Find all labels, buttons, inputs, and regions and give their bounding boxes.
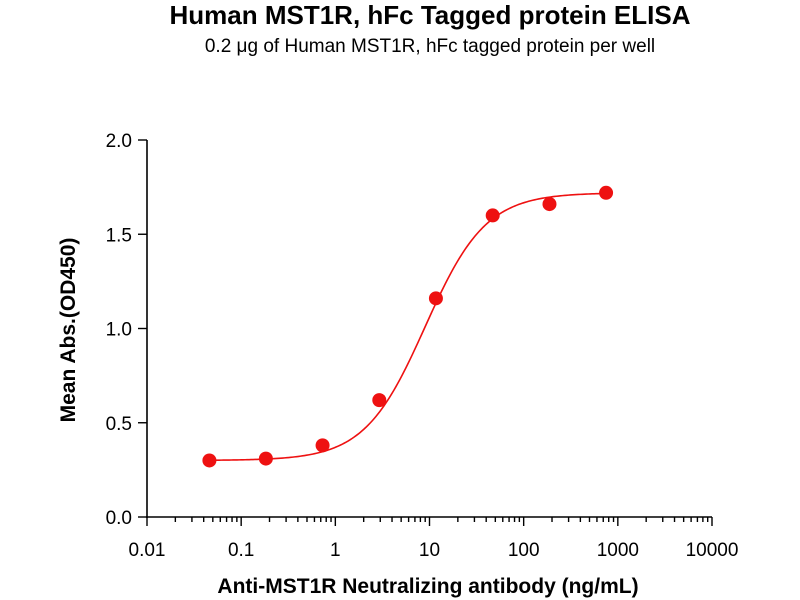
data-point	[485, 208, 500, 223]
data-point	[542, 197, 557, 212]
data-point	[202, 453, 217, 468]
data-points-layer	[202, 185, 614, 468]
data-point	[372, 393, 387, 408]
x-axis-title: Anti-MST1R Neutralizing antibody (ng/mL)	[217, 575, 638, 598]
x-tick-label: 1000	[597, 540, 639, 561]
fit-curve	[209, 192, 607, 462]
x-tick-label: 10000	[686, 540, 739, 561]
y-tick-label: 2.0	[106, 131, 132, 152]
x-tick-label: 10	[419, 540, 440, 561]
data-point	[428, 291, 443, 306]
x-tick-label: 1	[330, 540, 341, 561]
y-tick-label: 1.0	[106, 320, 132, 341]
fit-curve-layer	[209, 192, 607, 462]
data-point	[258, 451, 273, 466]
chart-subtitle: 0.2 μg of Human MST1R, hFc tagged protei…	[204, 36, 656, 57]
y-axis-title: Mean Abs.(OD450)	[57, 238, 80, 423]
x-tick-label: 100	[508, 540, 540, 561]
y-tick-label: 1.5	[106, 225, 132, 246]
data-point	[315, 438, 330, 453]
axes: 0.0 0.5 1.0 1.5 2.0 0.01 0.1 1 10 100 1000 10000	[106, 131, 739, 561]
data-point	[599, 185, 614, 200]
x-tick-label: 0.1	[228, 540, 254, 561]
x-tick-label: 0.01	[129, 540, 166, 561]
chart-title: Human MST1R, hFc Tagged protein ELISA	[169, 0, 691, 30]
y-tick-label: 0.0	[106, 508, 132, 529]
y-tick-label: 0.5	[106, 414, 132, 435]
